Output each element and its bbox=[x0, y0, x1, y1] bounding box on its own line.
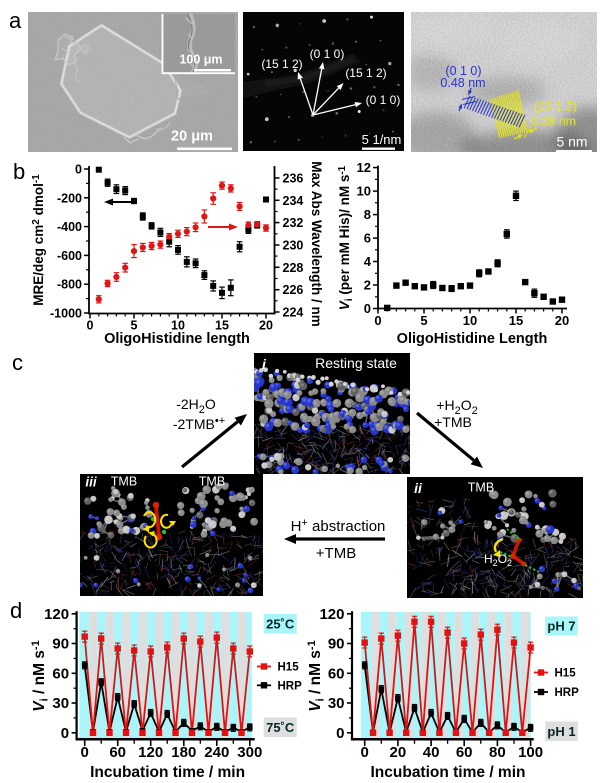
svg-text:(15 1 2): (15 1 2) bbox=[345, 66, 386, 80]
svg-text:230: 230 bbox=[283, 239, 304, 253]
svg-text:20: 20 bbox=[390, 744, 407, 761]
svg-text:0: 0 bbox=[87, 319, 94, 333]
svg-text:Incubation time / min: Incubation time / min bbox=[370, 764, 525, 781]
svg-text:228: 228 bbox=[283, 261, 304, 275]
svg-text:H+ abstraction: H+ abstraction bbox=[291, 517, 386, 535]
svg-text:0: 0 bbox=[61, 725, 69, 742]
svg-text:100: 100 bbox=[518, 744, 543, 761]
svg-text:iii: iii bbox=[85, 475, 97, 490]
svg-text:Vi / nM s-1: Vi / nM s-1 bbox=[306, 640, 327, 711]
svg-text:Max Abs Wavelength / nm: Max Abs Wavelength / nm bbox=[309, 161, 324, 327]
svg-text:2: 2 bbox=[364, 278, 371, 293]
svg-text:pH 7: pH 7 bbox=[547, 619, 575, 634]
svg-text:12: 12 bbox=[357, 160, 371, 175]
svg-text:Resting state: Resting state bbox=[315, 355, 397, 371]
svg-text:+H2O2: +H2O2 bbox=[436, 397, 477, 417]
svg-text:6: 6 bbox=[364, 231, 371, 246]
svg-text:H15: H15 bbox=[278, 662, 300, 674]
svg-text:224: 224 bbox=[283, 306, 304, 320]
svg-text:10: 10 bbox=[463, 313, 477, 328]
svg-text:+TMB: +TMB bbox=[434, 414, 472, 430]
svg-text:-800: -800 bbox=[57, 278, 82, 292]
svg-text:5 1/nm: 5 1/nm bbox=[362, 132, 402, 147]
svg-text:30: 30 bbox=[328, 695, 345, 712]
svg-text:0: 0 bbox=[364, 301, 371, 316]
svg-text:H2O2: H2O2 bbox=[484, 552, 512, 568]
svg-text:-200: -200 bbox=[57, 191, 82, 205]
svg-text:0: 0 bbox=[81, 744, 89, 761]
svg-text:20: 20 bbox=[259, 319, 273, 333]
svg-text:60: 60 bbox=[328, 666, 345, 683]
svg-text:300: 300 bbox=[237, 744, 262, 761]
svg-text:(0 1 0): (0 1 0) bbox=[366, 93, 401, 107]
svg-text:100 μm: 100 μm bbox=[179, 53, 222, 67]
svg-text:240: 240 bbox=[204, 744, 229, 761]
svg-text:ii: ii bbox=[414, 480, 423, 496]
svg-text:TMB: TMB bbox=[468, 481, 494, 495]
svg-text:90: 90 bbox=[52, 636, 69, 653]
svg-text:0: 0 bbox=[374, 313, 381, 328]
svg-text:60: 60 bbox=[456, 744, 473, 761]
svg-text:(15 1 2): (15 1 2) bbox=[534, 100, 577, 114]
svg-text:15: 15 bbox=[215, 319, 229, 333]
svg-text:HRP: HRP bbox=[278, 681, 303, 693]
svg-text:Vi (per mM His)/ nM s-1: Vi (per mM His)/ nM s-1 bbox=[337, 165, 355, 310]
svg-text:120: 120 bbox=[44, 606, 69, 623]
svg-text:90: 90 bbox=[328, 636, 345, 653]
svg-text:75˚C: 75˚C bbox=[266, 720, 295, 735]
svg-text:OligoHistidine Length: OligoHistidine Length bbox=[397, 331, 548, 347]
svg-text:OligoHistidine length: OligoHistidine length bbox=[104, 331, 250, 347]
svg-text:60: 60 bbox=[52, 666, 69, 683]
svg-text:20: 20 bbox=[555, 313, 569, 328]
svg-text:(0 1 0): (0 1 0) bbox=[310, 47, 345, 61]
svg-text:15: 15 bbox=[509, 313, 523, 328]
svg-text:0.28 nm: 0.28 nm bbox=[531, 115, 576, 129]
svg-text:180: 180 bbox=[171, 744, 196, 761]
svg-text:-600: -600 bbox=[57, 249, 82, 263]
svg-text:Incubation time / min: Incubation time / min bbox=[90, 764, 245, 781]
svg-text:-1000: -1000 bbox=[50, 307, 82, 321]
svg-text:236: 236 bbox=[283, 172, 304, 186]
svg-text:226: 226 bbox=[283, 283, 304, 297]
svg-text:120: 120 bbox=[319, 606, 344, 623]
svg-text:Vi / nM s-1: Vi / nM s-1 bbox=[30, 640, 51, 711]
svg-text:232: 232 bbox=[283, 216, 304, 230]
svg-text:4: 4 bbox=[364, 254, 372, 269]
svg-text:i: i bbox=[262, 356, 267, 372]
svg-text:-400: -400 bbox=[57, 220, 82, 234]
svg-text:-2H2O: -2H2O bbox=[176, 396, 216, 416]
svg-text:60: 60 bbox=[109, 744, 126, 761]
svg-text:40: 40 bbox=[423, 744, 440, 761]
svg-text:234: 234 bbox=[283, 194, 304, 208]
svg-text:(15 1 2): (15 1 2) bbox=[261, 57, 302, 71]
svg-text:0: 0 bbox=[75, 163, 82, 177]
svg-text:5: 5 bbox=[131, 319, 138, 333]
svg-text:80: 80 bbox=[489, 744, 506, 761]
svg-text:+TMB: +TMB bbox=[316, 545, 356, 562]
svg-text:10: 10 bbox=[171, 319, 185, 333]
svg-text:8: 8 bbox=[364, 207, 371, 222]
svg-text:5 nm: 5 nm bbox=[556, 134, 587, 150]
svg-text:120: 120 bbox=[138, 744, 163, 761]
svg-text:5: 5 bbox=[420, 313, 427, 328]
svg-text:30: 30 bbox=[52, 695, 69, 712]
svg-text:pH 1: pH 1 bbox=[547, 724, 575, 739]
svg-text:20 μm: 20 μm bbox=[171, 129, 213, 145]
svg-text:TMB: TMB bbox=[111, 475, 137, 489]
svg-text:HRP: HRP bbox=[555, 687, 580, 699]
svg-text:TMB: TMB bbox=[199, 475, 225, 489]
svg-text:-2TMB•+: -2TMB•+ bbox=[173, 415, 225, 432]
svg-text:0.48 nm: 0.48 nm bbox=[440, 76, 485, 90]
svg-text:25˚C: 25˚C bbox=[266, 617, 295, 632]
svg-text:10: 10 bbox=[357, 184, 371, 199]
svg-text:(0 1 0): (0 1 0) bbox=[445, 64, 481, 78]
svg-text:MRE/deg cm2 dmol-1: MRE/deg cm2 dmol-1 bbox=[31, 174, 46, 306]
svg-text:0: 0 bbox=[336, 725, 344, 742]
svg-text:H15: H15 bbox=[555, 668, 577, 680]
svg-text:0: 0 bbox=[361, 744, 369, 761]
